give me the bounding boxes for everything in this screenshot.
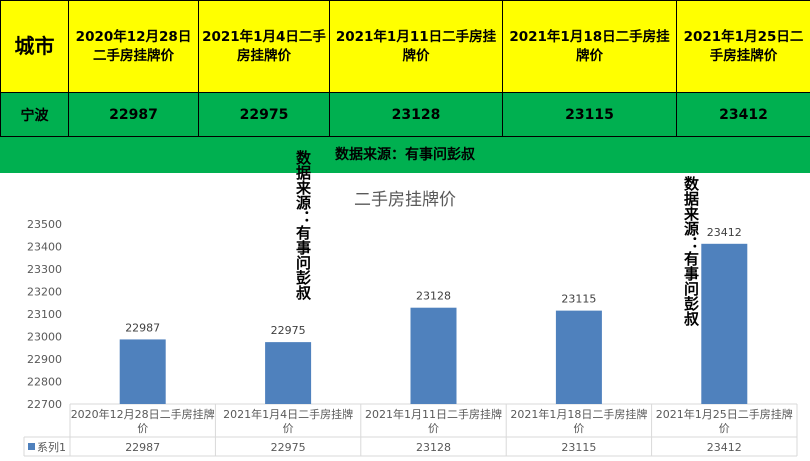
price-cell: 23115: [502, 92, 677, 137]
price-cell: 23128: [329, 92, 503, 137]
y-tick-label: 23100: [27, 308, 62, 321]
x-tick-label: 2021年1月11日二手房挂牌: [365, 407, 502, 421]
price-cell: 23412: [676, 92, 810, 137]
chart-title: 二手房挂牌价: [354, 190, 456, 210]
data-label: 22975: [271, 324, 306, 337]
y-tick-label: 23200: [27, 286, 62, 299]
source-note: 数据来源：有事问彭叔: [0, 137, 810, 173]
data-table-value: 22987: [125, 441, 160, 454]
price-table: 城市 2020年12月28日二手房挂牌价 2021年1月4日二手房挂牌价 202…: [0, 0, 810, 137]
data-label: 23412: [707, 226, 742, 239]
bar: [119, 339, 166, 404]
x-tick-label-cont: 价: [719, 422, 730, 435]
data-table-value: 23115: [561, 441, 596, 454]
x-tick-label-cont: 价: [283, 422, 294, 435]
data-label: 22987: [125, 321, 160, 334]
x-tick-label: 2021年1月4日二手房挂牌: [223, 407, 353, 421]
table-header-row: 城市 2020年12月28日二手房挂牌价 2021年1月4日二手房挂牌价 202…: [0, 0, 810, 93]
chart-area: [0, 173, 810, 461]
data-table-value: 22975: [271, 441, 306, 454]
bar: [701, 243, 748, 404]
legend-series-name: 系列1: [37, 440, 66, 454]
column-header: 2021年1月4日二手房挂牌价: [198, 0, 330, 93]
data-table-value: 23128: [416, 441, 451, 454]
price-cell: 22975: [198, 92, 330, 137]
city-header: 城市: [0, 0, 69, 93]
y-tick-label: 22900: [27, 353, 62, 366]
price-cell: 22987: [68, 92, 199, 137]
x-tick-label-cont: 价: [573, 422, 584, 435]
y-tick-label: 23300: [27, 263, 62, 276]
data-label: 23115: [561, 293, 596, 306]
watermark: 数据来源：有事问彭叔: [294, 150, 312, 300]
y-tick-label: 22700: [27, 398, 62, 411]
bar: [265, 342, 312, 404]
bar: [410, 307, 457, 404]
y-tick-label: 23500: [27, 218, 62, 231]
y-tick-label: 22800: [27, 376, 62, 389]
column-header: 2021年1月25日二手房挂牌价: [676, 0, 810, 93]
y-tick-label: 23000: [27, 331, 62, 344]
bar: [555, 310, 602, 404]
data-label: 23128: [416, 290, 451, 303]
legend-swatch: [28, 443, 35, 450]
x-tick-label-cont: 价: [137, 422, 148, 435]
x-tick-label: 2021年1月25日二手房挂牌: [656, 407, 793, 421]
y-tick-label: 23400: [27, 241, 62, 254]
city-cell: 宁波: [0, 92, 69, 137]
column-header: 2021年1月11日二手房挂牌价: [329, 0, 503, 93]
data-table-value: 23412: [707, 441, 742, 454]
table-row: 宁波 22987 22975 23128 23115 23412: [0, 92, 810, 137]
watermark: 数据来源：有事问彭叔: [682, 176, 700, 326]
x-tick-label-cont: 价: [428, 422, 439, 435]
x-tick-label: 2021年1月18日二手房挂牌: [510, 407, 647, 421]
x-tick-label: 2020年12月28日二手房挂牌: [71, 407, 215, 421]
